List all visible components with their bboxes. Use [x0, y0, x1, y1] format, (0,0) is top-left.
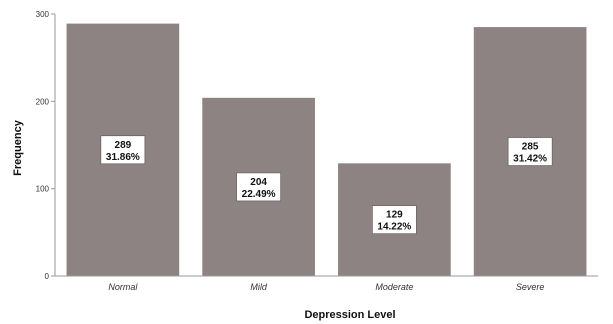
data-label-count: 285 [522, 142, 539, 153]
y-tick-label: 300 [36, 10, 50, 19]
data-label-percent: 14.22% [377, 222, 411, 233]
data-label-box [236, 172, 281, 202]
x-axis-title: Depression Level [304, 309, 395, 321]
x-tick-label: Mild [250, 282, 267, 292]
data-label-percent: 31.86% [106, 152, 140, 163]
data-label-count: 204 [250, 177, 267, 188]
x-tick-label: Moderate [375, 282, 413, 292]
x-tick-label: Severe [516, 282, 545, 292]
y-tick-label: 100 [36, 185, 50, 194]
data-label-percent: 31.42% [513, 154, 547, 165]
y-axis: 0 100 200 300 [36, 10, 56, 281]
data-label-box [100, 135, 146, 165]
x-tick-label: Normal [108, 282, 138, 292]
data-label-count: 289 [115, 140, 132, 151]
data-label-count: 129 [386, 210, 403, 221]
y-tick-label: 0 [45, 272, 50, 281]
data-label-box [372, 205, 417, 234]
y-axis-title: Frequency [12, 119, 24, 176]
y-tick-label: 200 [36, 97, 50, 106]
x-axis: Normal Mild Moderate Severe [55, 275, 598, 292]
data-label-box [507, 137, 553, 166]
data-label-percent: 22.49% [242, 189, 276, 200]
